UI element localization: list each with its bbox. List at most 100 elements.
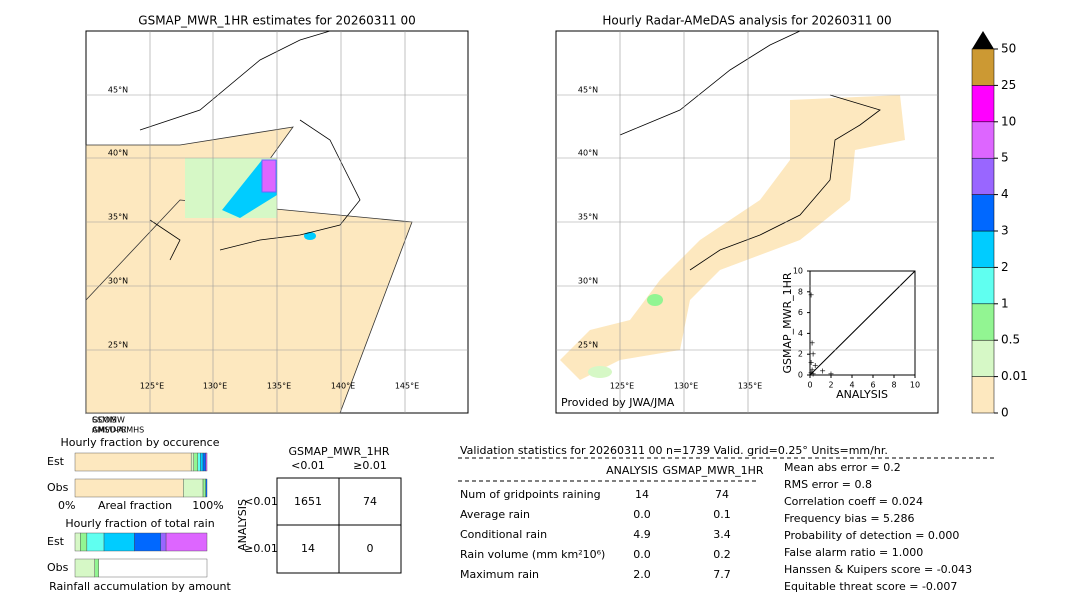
scatter-point: +	[808, 290, 815, 299]
x-tick-label: 6	[870, 381, 875, 390]
fraction-segment	[74, 532, 81, 552]
colorbar-segment	[971, 303, 995, 341]
y-tick-label: 6	[798, 308, 803, 317]
colorbar-segment	[971, 48, 995, 86]
fraction-segment	[74, 478, 184, 498]
score: Correlation coeff = 0.024	[784, 495, 923, 508]
fraction-segment	[134, 532, 161, 552]
row-label: <0.01	[244, 495, 278, 508]
stats-label: Average rain	[460, 508, 530, 521]
colorbar-segment	[971, 376, 995, 414]
scatter-point: +	[819, 366, 826, 375]
x-tick-label: 0	[807, 381, 812, 390]
map-title: Hourly Radar-AMeDAS analysis for 2026031…	[602, 14, 891, 28]
credit: Provided by JWA/JMA	[561, 396, 675, 409]
stats-label: Conditional rain	[460, 528, 547, 541]
lat-label: 25°N	[578, 341, 598, 350]
table-cell: 74	[363, 495, 377, 508]
colorbar-label: 10	[1001, 114, 1016, 128]
score: RMS error = 0.8	[784, 478, 872, 491]
fraction-segment	[193, 452, 198, 472]
colorbar-label: 50	[1001, 42, 1016, 56]
lon-label: 140°E	[331, 382, 355, 391]
stats-value: 0.1	[713, 508, 731, 521]
colorbar-label: 0.01	[1001, 369, 1028, 383]
colorbar-segment	[971, 121, 995, 159]
scatter-point: +	[808, 368, 815, 377]
stats-value: 7.7	[713, 568, 731, 581]
stats-value: 0.2	[713, 548, 731, 561]
score: Frequency bias = 5.286	[784, 512, 915, 525]
stats-label: Maximum rain	[460, 568, 539, 581]
table-cell: 0	[367, 542, 374, 555]
lon-label: 130°E	[203, 382, 227, 391]
x-tick-label: 10	[910, 381, 920, 390]
fraction-title: Hourly fraction of total rain	[65, 517, 214, 530]
stats-label: Rain volume (mm km²10⁶)	[460, 548, 605, 561]
col-label: ≥0.01	[353, 459, 387, 472]
stats-value: 0.0	[633, 508, 651, 521]
lon-label: 145°E	[395, 382, 419, 391]
stats-column: GSMAP_MWR_1HR	[662, 464, 763, 477]
row-axis-label: ANALYSIS	[236, 499, 249, 551]
x-tick-label: 2	[828, 381, 833, 390]
fraction-segment	[86, 532, 105, 552]
stats-value: 2.0	[633, 568, 651, 581]
lat-label: 40°N	[108, 149, 128, 158]
fraction-segment	[200, 452, 204, 472]
table-cell: 1651	[294, 495, 322, 508]
fraction-segment	[94, 558, 99, 578]
lon-label: 135°E	[738, 382, 762, 391]
y-tick-label: 8	[798, 287, 803, 296]
scatter-point: +	[809, 365, 816, 374]
lat-label: 35°N	[108, 213, 128, 222]
scatter-point: +	[810, 350, 817, 359]
axis-label: 100%	[192, 499, 223, 512]
fraction-segment	[74, 452, 192, 472]
axis-label: Areal fraction	[98, 499, 172, 512]
y-axis-label: GSMAP_MWR_1HR	[781, 272, 794, 373]
colorbar-segment	[971, 157, 995, 195]
source-label: AMSU-A/MHS	[92, 426, 144, 435]
lat-label: 25°N	[108, 341, 128, 350]
fraction-segment	[160, 532, 167, 552]
fraction-segment	[190, 452, 195, 472]
scatter-point: +	[809, 338, 816, 347]
lon-label: 125°E	[610, 382, 634, 391]
score: False alarm ratio = 1.000	[784, 546, 923, 559]
lat-label: 30°N	[108, 277, 128, 286]
fraction-segment	[205, 452, 208, 472]
scatter-point: +	[808, 358, 815, 367]
y-tick-label: 4	[798, 329, 803, 338]
lat-label: 45°N	[578, 86, 598, 95]
colorbar-segment	[971, 230, 995, 268]
colorbar-label: 25	[1001, 78, 1016, 92]
score: Equitable threat score = -0.007	[784, 580, 957, 593]
x-axis-label: ANALYSIS	[836, 388, 888, 401]
fraction-title: Hourly fraction by occurence	[61, 436, 220, 449]
row-label: ≥0.01	[244, 542, 278, 555]
score: Probability of detection = 0.000	[784, 529, 959, 542]
lat-label: 45°N	[108, 86, 128, 95]
colorbar-label: 0	[1001, 406, 1009, 420]
colorbar-label: 3	[1001, 224, 1009, 238]
row-label: Obs	[47, 481, 69, 494]
fraction-segment	[74, 558, 95, 578]
row-label: Obs	[47, 561, 69, 574]
score: Mean abs error = 0.2	[784, 461, 901, 474]
colorbar-label: 4	[1001, 187, 1009, 201]
table-cell: 14	[301, 542, 315, 555]
x-tick-label: 8	[891, 381, 896, 390]
colorbar-extend	[972, 31, 994, 49]
fraction-segment	[202, 478, 206, 498]
source-label: GMI/DPR	[92, 426, 127, 435]
fraction-segment	[103, 532, 135, 552]
source-label: GCOMW	[92, 416, 125, 425]
x-tick-label: 4	[849, 381, 854, 390]
stats-value: 14	[635, 488, 649, 501]
score: Hanssen & Kuipers score = -0.043	[784, 563, 972, 576]
colorbar-label: 5	[1001, 151, 1009, 165]
colorbar-segment	[971, 339, 995, 377]
y-tick-label: 2	[798, 350, 803, 359]
